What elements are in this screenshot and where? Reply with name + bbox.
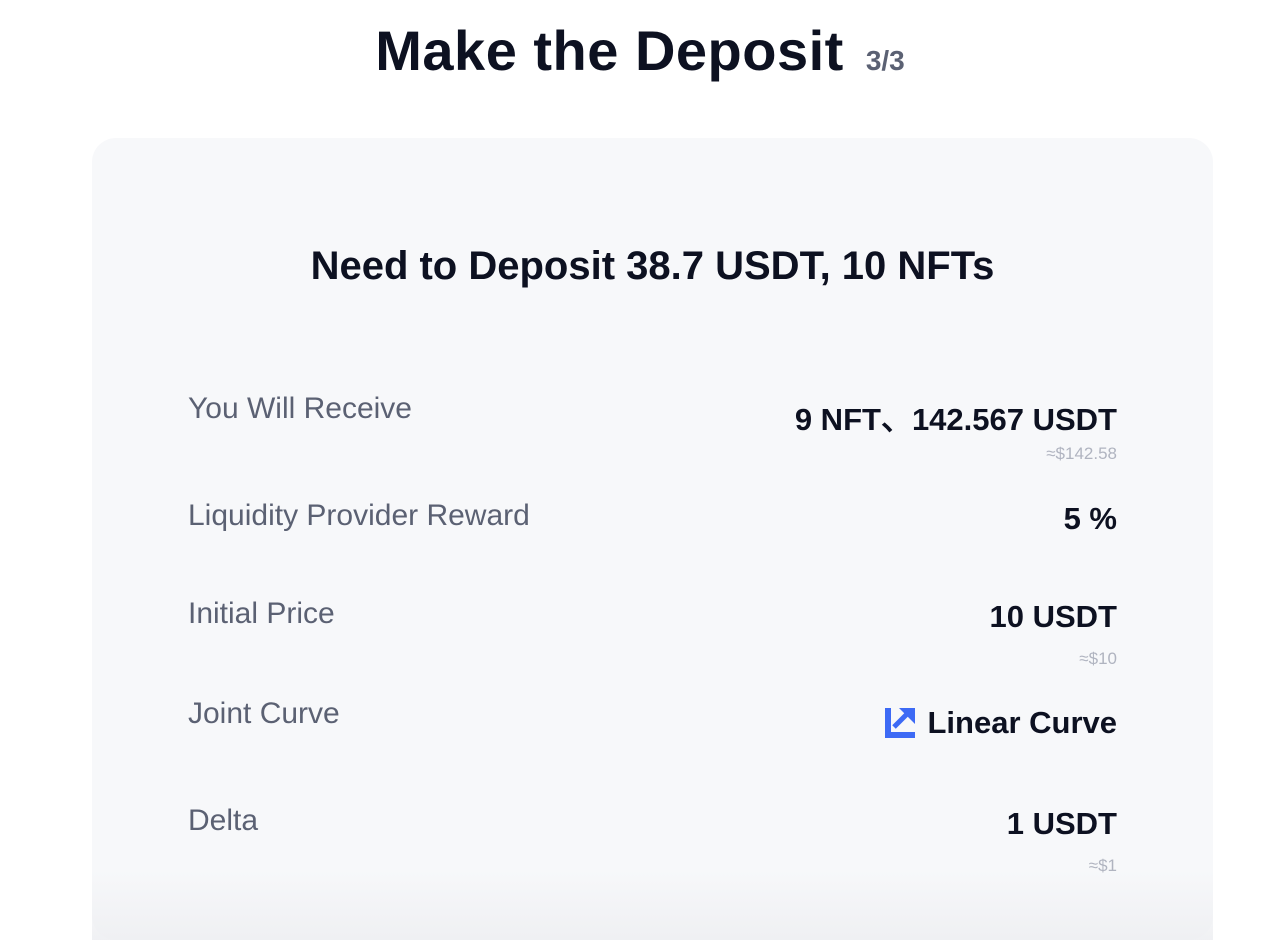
- row-value: 1 USDT: [1006, 806, 1117, 841]
- row-value: 5 %: [1063, 501, 1117, 536]
- row-usd-value: ≈$142.58: [1046, 444, 1117, 463]
- row-label: Delta: [188, 804, 259, 837]
- row-usd-value: ≈$1: [1088, 856, 1117, 875]
- linear-curve-icon: [885, 708, 916, 738]
- page-header: Make the Deposit 3/3: [0, 18, 1280, 83]
- row-value: 10 USDT: [989, 599, 1117, 634]
- curve-type: Linear Curve: [927, 705, 1117, 740]
- step-indicator: 3/3: [865, 45, 905, 76]
- row-value: 9 NFT、142.567 USDT: [794, 402, 1117, 437]
- row-value: Linear Curve: [883, 705, 1117, 741]
- deposit-summary-card: Need to Deposit 38.7 USDT, 10 NFTs You W…: [92, 138, 1213, 940]
- row-label: Liquidity Provider Reward: [188, 499, 530, 532]
- row-label: You Will Receive: [188, 392, 412, 425]
- row-label: Initial Price: [188, 597, 335, 630]
- page-title: Make the Deposit: [375, 19, 844, 82]
- row-label: Joint Curve: [188, 697, 340, 730]
- bottom-fade: [92, 870, 1213, 940]
- row-usd-value: ≈$10: [1079, 649, 1117, 668]
- deposit-requirement-title: Need to Deposit 38.7 USDT, 10 NFTs: [310, 244, 995, 288]
